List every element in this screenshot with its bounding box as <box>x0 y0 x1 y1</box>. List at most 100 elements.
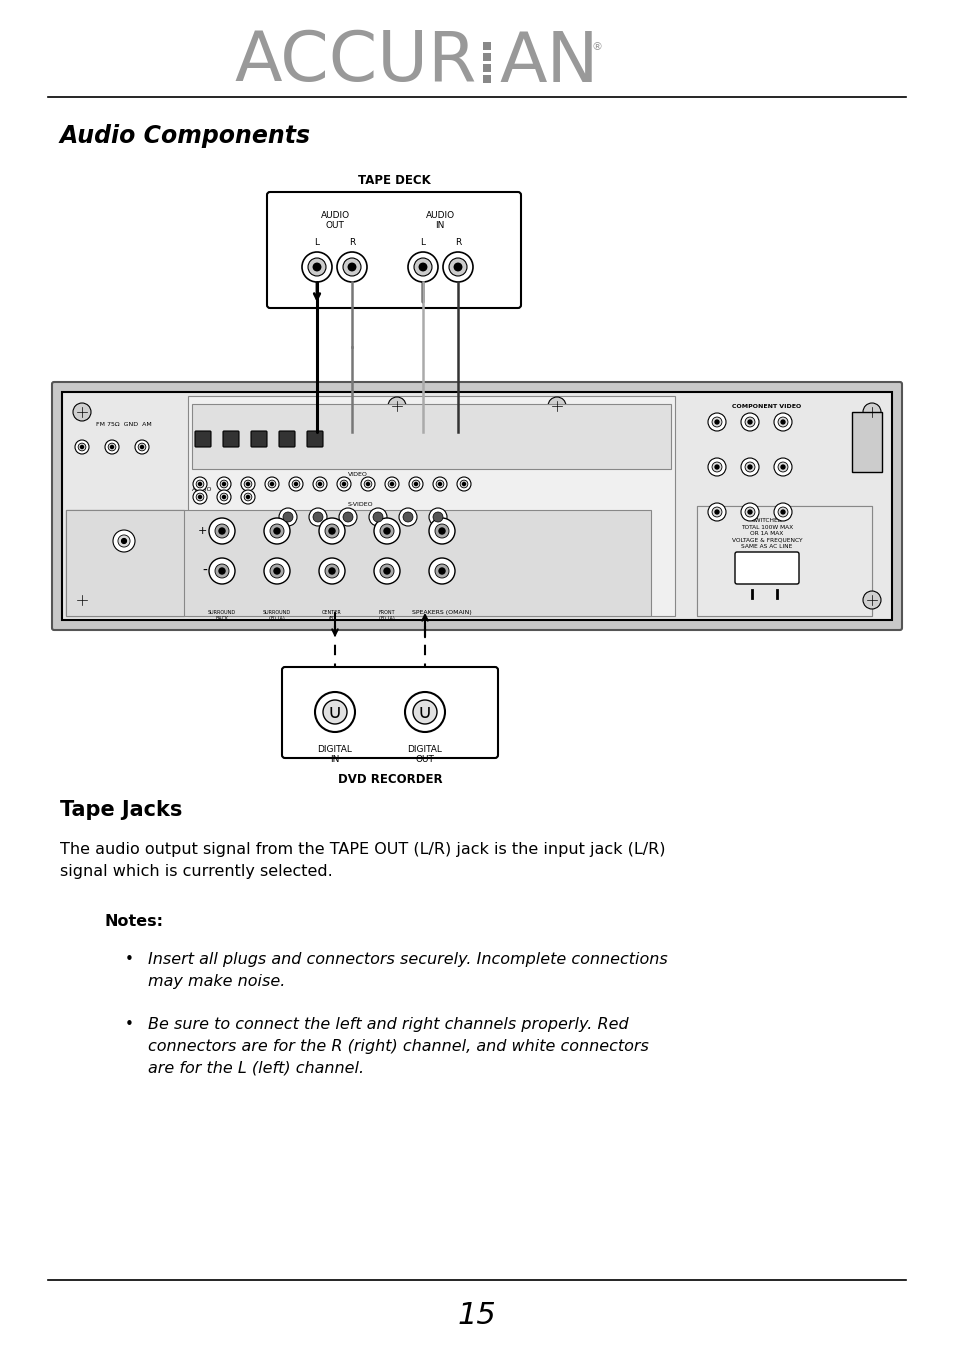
Circle shape <box>547 397 565 414</box>
Circle shape <box>196 481 204 487</box>
Circle shape <box>138 443 146 451</box>
Circle shape <box>318 519 345 544</box>
Circle shape <box>265 477 278 492</box>
Circle shape <box>707 458 725 477</box>
Circle shape <box>714 464 719 468</box>
Circle shape <box>778 506 787 517</box>
Text: AUDIO: AUDIO <box>192 487 213 492</box>
Circle shape <box>278 508 296 525</box>
Circle shape <box>398 508 416 525</box>
FancyBboxPatch shape <box>307 431 323 447</box>
Circle shape <box>140 445 143 448</box>
Text: FM 75Ω  GND  AM: FM 75Ω GND AM <box>96 422 152 427</box>
Circle shape <box>781 510 784 515</box>
Circle shape <box>409 477 422 492</box>
Text: DVD RECORDER: DVD RECORDER <box>337 773 442 787</box>
Circle shape <box>773 413 791 431</box>
Text: DIGITAL: DIGITAL <box>206 414 230 418</box>
Circle shape <box>711 417 721 427</box>
Circle shape <box>348 263 355 271</box>
Circle shape <box>374 519 399 544</box>
Bar <box>851 412 882 473</box>
Circle shape <box>384 528 390 533</box>
Circle shape <box>408 252 437 282</box>
Text: ®: ® <box>591 42 602 51</box>
FancyBboxPatch shape <box>66 510 184 616</box>
Circle shape <box>366 482 369 486</box>
Circle shape <box>270 565 284 578</box>
Text: TAPE DECK: TAPE DECK <box>357 175 430 187</box>
Circle shape <box>456 477 471 492</box>
Circle shape <box>78 443 86 451</box>
Circle shape <box>216 490 231 504</box>
Circle shape <box>433 512 442 523</box>
Text: AUDIO
OUT: AUDIO OUT <box>320 211 349 230</box>
Circle shape <box>388 481 395 487</box>
Text: MP3
INPUT: MP3 INPUT <box>192 532 208 543</box>
Circle shape <box>264 519 290 544</box>
Circle shape <box>193 477 207 492</box>
Circle shape <box>413 700 436 724</box>
Circle shape <box>222 482 225 486</box>
Circle shape <box>862 590 880 609</box>
Text: SIRIUS READY: SIRIUS READY <box>341 412 384 417</box>
Circle shape <box>323 700 347 724</box>
Circle shape <box>222 496 225 498</box>
Text: CENTER
(B): CENTER (B) <box>322 611 341 620</box>
Circle shape <box>264 558 290 584</box>
Circle shape <box>271 482 274 486</box>
Circle shape <box>219 567 225 574</box>
Circle shape <box>714 510 719 515</box>
Circle shape <box>318 482 321 486</box>
Text: SURROUND
(B) (A): SURROUND (B) (A) <box>263 611 291 620</box>
Circle shape <box>105 440 119 454</box>
Text: DIGITAL
OUT: DIGITAL OUT <box>407 745 442 765</box>
Circle shape <box>438 482 441 486</box>
FancyBboxPatch shape <box>734 552 799 584</box>
Circle shape <box>214 524 229 538</box>
Circle shape <box>219 528 225 533</box>
Circle shape <box>781 420 784 424</box>
Circle shape <box>438 528 444 533</box>
Circle shape <box>244 481 252 487</box>
FancyBboxPatch shape <box>251 431 267 447</box>
Text: Audio Components: Audio Components <box>60 125 311 148</box>
Bar <box>482 53 491 61</box>
Circle shape <box>343 259 360 276</box>
Circle shape <box>343 512 353 523</box>
Text: DIGITAL
IN: DIGITAL IN <box>317 745 352 765</box>
Text: ∪: ∪ <box>328 703 342 722</box>
Circle shape <box>246 482 250 486</box>
Text: SPEAKERS (OMAIN): SPEAKERS (OMAIN) <box>412 611 472 615</box>
Text: -: - <box>202 565 207 578</box>
FancyBboxPatch shape <box>66 510 184 616</box>
Circle shape <box>73 590 91 609</box>
Circle shape <box>379 524 394 538</box>
Circle shape <box>384 567 390 574</box>
Circle shape <box>374 558 399 584</box>
Text: Tape Jacks: Tape Jacks <box>60 800 182 821</box>
Circle shape <box>711 462 721 473</box>
Circle shape <box>193 490 207 504</box>
Text: VCR: VCR <box>314 603 325 607</box>
Bar <box>482 64 491 72</box>
Circle shape <box>711 506 721 517</box>
Circle shape <box>414 482 417 486</box>
Text: MONITOR: MONITOR <box>380 603 403 607</box>
Circle shape <box>112 529 135 552</box>
Text: MONITOR: MONITOR <box>284 603 308 607</box>
Circle shape <box>747 464 751 468</box>
Circle shape <box>373 512 382 523</box>
Text: L: L <box>314 238 319 246</box>
Text: •: • <box>125 1017 133 1032</box>
Circle shape <box>744 506 754 517</box>
Circle shape <box>313 477 327 492</box>
Circle shape <box>405 692 444 733</box>
Circle shape <box>246 496 250 498</box>
Circle shape <box>80 445 84 448</box>
FancyBboxPatch shape <box>62 393 891 620</box>
Circle shape <box>313 512 323 523</box>
Circle shape <box>336 477 351 492</box>
FancyBboxPatch shape <box>52 382 901 630</box>
Circle shape <box>744 417 754 427</box>
